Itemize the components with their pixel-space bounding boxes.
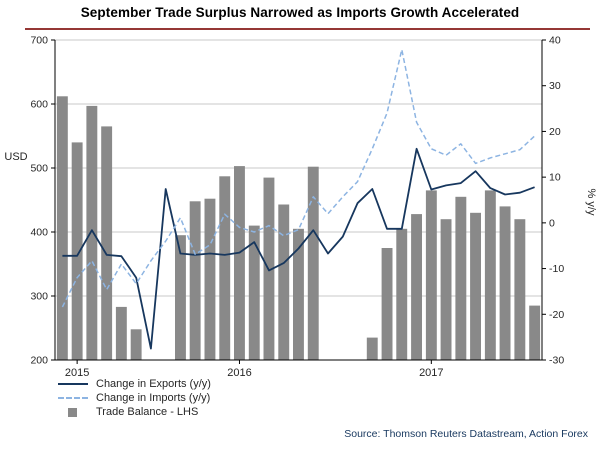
right-tick-label: 30 (549, 80, 561, 92)
trade-balance-bar (175, 235, 186, 360)
trade-balance-bar (101, 126, 113, 361)
trade-balance-bar (411, 214, 422, 360)
x-tick-label: 2016 (227, 367, 251, 379)
trade-balance-bar (278, 204, 290, 360)
trade-balance-bar (307, 166, 319, 360)
trade-balance-bar (499, 206, 511, 360)
right-tick-label: -10 (549, 263, 564, 275)
trade-balance-bar (455, 196, 467, 360)
left-axis-title: USD (4, 151, 27, 163)
right-tick-label: -30 (549, 355, 564, 367)
title-underline (25, 28, 590, 30)
legend-item-exports: Change in Exports (y/y) (58, 377, 211, 391)
x-tick-label: 2017 (419, 367, 443, 379)
legend-item-imports: Change in Imports (y/y) (58, 391, 211, 405)
legend-item-balance: Trade Balance - LHS (58, 405, 211, 419)
legend-label-balance: Trade Balance - LHS (96, 406, 199, 418)
trade-balance-bar (130, 329, 142, 360)
chart-canvas: USD % y/y 200 300 400 500 600 700 -30 -20 -10 0 10… (4, 35, 597, 380)
right-tick-label: 10 (549, 172, 561, 184)
trade-balance-bar (204, 198, 216, 360)
left-tick-label: 500 (30, 163, 48, 175)
trade-balance-bar (396, 228, 408, 360)
trade-balance-bar (529, 305, 541, 360)
trade-balance-bar (366, 337, 378, 360)
right-tick-label: 0 (549, 217, 555, 229)
trade-balance-bar (470, 212, 481, 360)
trade-balance-bar (484, 190, 496, 360)
trade-balance-bar (248, 225, 260, 360)
trade-balance-swatch (68, 407, 77, 417)
imports-line (61, 48, 536, 308)
left-tick-label: 600 (30, 99, 48, 111)
legend-label-imports: Change in Imports (y/y) (96, 392, 211, 404)
trade-balance-bar (514, 219, 526, 360)
trade-balance-bar (425, 190, 437, 360)
right-tick-label: 40 (549, 35, 561, 47)
trade-balance-bar (71, 142, 83, 360)
chart-title: September Trade Surplus Narrowed as Impo… (80, 5, 520, 20)
trade-balance-bar (381, 248, 393, 360)
trade-balance-bar (115, 306, 127, 360)
trade-balance-bar (293, 228, 304, 360)
right-axis-title: % y/y (585, 189, 597, 216)
right-tick-label: 20 (549, 126, 561, 138)
trade-balance-bar (189, 201, 201, 360)
imports-line-sample (58, 397, 88, 399)
trade-balance-bar (440, 219, 452, 360)
left-tick-label: 300 (30, 291, 48, 303)
source-credit: Source: Thomson Reuters Datastream, Acti… (344, 428, 588, 440)
legend: Change in Exports (y/y) Change in Import… (58, 377, 211, 419)
trade-balance-bar (219, 176, 231, 360)
left-tick-label: 200 (30, 355, 48, 367)
left-tick-label: 400 (30, 227, 48, 239)
right-tick-label: -20 (549, 309, 564, 321)
x-tick-label: 2015 (65, 367, 89, 379)
exports-line (62, 147, 535, 350)
legend-label-exports: Change in Exports (y/y) (96, 378, 211, 390)
trade-balance-bar (86, 105, 98, 361)
trade-balance-bar (56, 96, 68, 361)
trade-balance-bar (234, 166, 245, 360)
exports-line-sample (58, 383, 88, 385)
left-tick-label: 700 (30, 35, 48, 47)
